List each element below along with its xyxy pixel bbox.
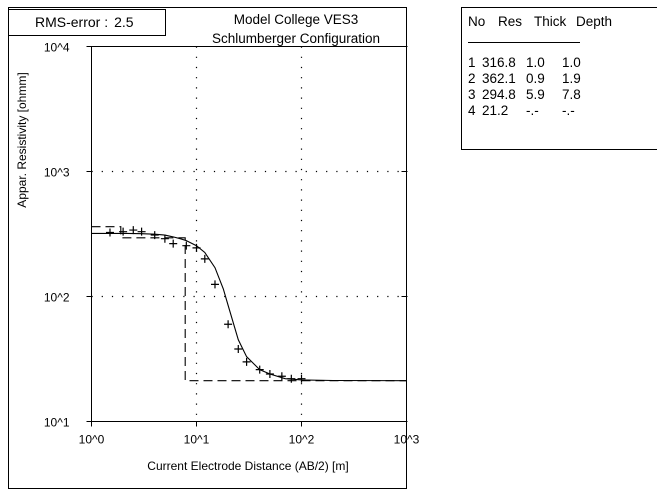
x-tick-label: 10^1 — [184, 433, 210, 447]
chart-title-block: Model College VES3 Schlumberger Configur… — [196, 10, 396, 48]
y-tick-label: 10^3 — [44, 166, 70, 180]
y-tick-label: 10^4 — [44, 41, 70, 55]
cell-depth: 1.9 — [562, 71, 581, 86]
data-point-marker — [182, 241, 191, 250]
data-point-marker — [129, 226, 138, 235]
y-axis-label: Appar. Resistivity [ohmm] — [15, 72, 29, 207]
cell-depth: 1.0 — [562, 55, 581, 70]
x-tick-label: 10^0 — [79, 433, 105, 447]
table-header-divider — [468, 42, 580, 43]
data-point-marker — [169, 239, 178, 248]
cell-no: 4 — [468, 103, 476, 118]
data-point-marker — [297, 374, 306, 383]
layer-model-table: No Res Thick Depth 1 316.8 1.0 1.0 2 362.1 0.9… — [461, 7, 657, 150]
data-point-marker — [224, 320, 233, 329]
axis-ticks — [86, 46, 408, 427]
header-res: Res — [498, 14, 523, 29]
chart-title: Model College VES3 — [233, 12, 359, 27]
cell-thick: 5.9 — [526, 87, 545, 102]
header-thick: Thick — [534, 14, 567, 29]
data-point-marker — [105, 228, 114, 237]
data-point-marker — [200, 254, 209, 263]
data-point-marker — [210, 280, 219, 289]
chart-subtitle: Schlumberger Configuration — [211, 31, 381, 46]
data-point-marker — [242, 357, 251, 366]
cell-res: 294.8 — [482, 87, 516, 102]
x-tick-label: 10^3 — [394, 433, 420, 447]
calculated-curve-line — [91, 232, 407, 382]
header-depth: Depth — [576, 14, 613, 29]
cell-thick: 1.0 — [526, 55, 545, 70]
y-tick-label: 10^1 — [44, 416, 70, 430]
cell-thick: 0.9 — [526, 71, 545, 86]
rms-error-value: 2.5 — [114, 14, 134, 30]
cell-res: 316.8 — [482, 55, 516, 70]
cell-depth: -.- — [562, 103, 575, 118]
cell-res: 362.1 — [482, 71, 516, 86]
cell-no: 1 — [468, 55, 476, 70]
rms-error-label: RMS-error : — [35, 14, 109, 30]
plot-frame — [91, 46, 407, 422]
header-no: No — [468, 14, 486, 29]
layer-model-line — [91, 226, 407, 382]
data-series — [91, 226, 407, 383]
cell-res: 21.2 — [482, 103, 509, 118]
cell-depth: 7.8 — [562, 87, 581, 102]
chart-panel-frame — [8, 7, 407, 489]
x-tick-labels: 10^0 10^1 10^2 10^3 — [79, 433, 420, 447]
x-axis-label: Current Electrode Distance (AB/2) [m] — [147, 459, 348, 473]
rms-error-box: RMS-error : 2.5 — [8, 9, 166, 36]
cell-thick: -.- — [526, 103, 539, 118]
data-point-marker — [137, 227, 146, 236]
x-tick-label: 10^2 — [289, 433, 315, 447]
cell-no: 2 — [468, 71, 476, 86]
y-tick-label: 10^2 — [44, 291, 70, 305]
cell-no: 3 — [468, 87, 476, 102]
data-point-marker — [234, 345, 243, 354]
y-tick-labels: 10^1 10^2 10^3 10^4 — [44, 41, 70, 430]
data-point-marker — [160, 234, 169, 243]
